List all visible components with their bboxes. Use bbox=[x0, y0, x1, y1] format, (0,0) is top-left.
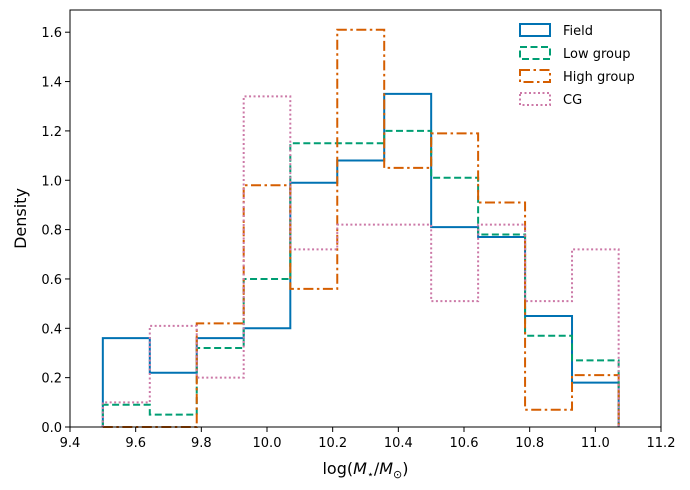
series-cg bbox=[101, 95, 620, 427]
legend-label: CG bbox=[563, 93, 582, 108]
series-high-group bbox=[102, 28, 620, 428]
x-tick-label: 10.4 bbox=[384, 436, 413, 451]
x-tick-label: 10.2 bbox=[318, 436, 347, 451]
x-tick-label: 11.0 bbox=[581, 436, 610, 451]
x-tick-label: 9.8 bbox=[191, 436, 212, 451]
y-tick-label: 0.4 bbox=[41, 322, 62, 337]
y-axis: 0.0 0.2 0.4 0.6 0.8 1.0 1.2 1.4 1.6 bbox=[41, 26, 70, 436]
legend-label: High group bbox=[563, 70, 635, 85]
x-tick-label: 10.6 bbox=[450, 436, 479, 451]
y-tick-label: 0.6 bbox=[41, 273, 62, 288]
legend-swatch-low-group bbox=[519, 46, 551, 60]
x-tick-label: 10.8 bbox=[515, 436, 544, 451]
y-tick-label: 0.2 bbox=[41, 372, 62, 387]
x-tick-label: 9.4 bbox=[60, 436, 81, 451]
x-axis-label: log(M⋆/M⊙) bbox=[322, 459, 408, 481]
y-tick-label: 1.2 bbox=[41, 125, 62, 140]
x-tick-label: 11.2 bbox=[647, 436, 676, 451]
series-field bbox=[101, 92, 620, 427]
legend: Field Low group High group CG bbox=[519, 23, 635, 108]
legend-label: Field bbox=[563, 24, 593, 39]
x-tick-label: 9.6 bbox=[125, 436, 146, 451]
series-layer bbox=[101, 28, 620, 428]
y-tick-label: 0.0 bbox=[41, 421, 62, 436]
y-tick-label: 1.0 bbox=[41, 174, 62, 189]
y-tick-label: 1.6 bbox=[41, 26, 62, 41]
y-tick-label: 0.8 bbox=[41, 224, 62, 239]
legend-swatch-high-group bbox=[519, 69, 551, 83]
legend-label: Low group bbox=[563, 47, 631, 62]
legend-swatch-cg bbox=[519, 92, 551, 106]
x-axis: 9.4 9.6 9.8 10.0 10.2 10.4 10.6 10.8 11.0 11.2 bbox=[60, 427, 676, 451]
plot-frame bbox=[69, 9, 662, 428]
x-tick-label: 10.0 bbox=[253, 436, 282, 451]
series-low-group bbox=[101, 129, 620, 427]
y-axis-label: Density bbox=[11, 188, 30, 249]
legend-swatch-field bbox=[519, 23, 551, 37]
y-tick-label: 1.4 bbox=[41, 76, 62, 91]
